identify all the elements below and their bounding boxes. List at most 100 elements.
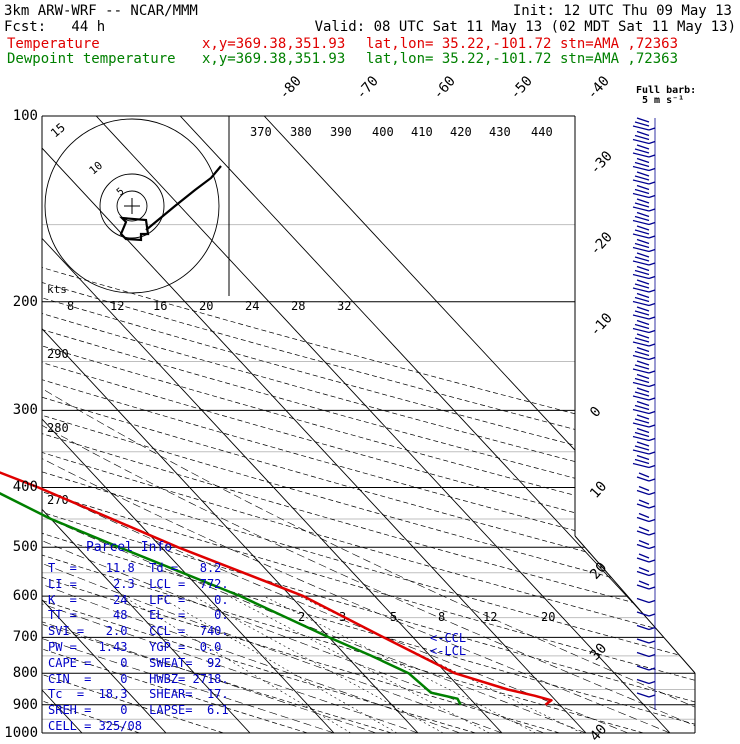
wind-barb-staff xyxy=(648,248,656,253)
wind-barb-flag xyxy=(632,381,650,388)
wind-barb-staff xyxy=(648,613,656,617)
wind-barb-staff xyxy=(648,532,656,536)
hodograph-trace xyxy=(119,165,222,242)
wind-barb-flag xyxy=(638,539,650,546)
wind-barb-flag xyxy=(636,373,650,380)
parcel-info-row: PW = 1.43 YGP = 0.0 xyxy=(48,640,222,654)
hodograph-speed-tick: 32 xyxy=(337,299,351,313)
wind-barb-flag xyxy=(636,238,650,245)
wind-barb-flag xyxy=(636,454,650,461)
wind-barb-flag xyxy=(636,346,650,353)
mixing-ratio-label: 12 xyxy=(483,610,497,624)
wind-barb-staff xyxy=(648,680,656,685)
wind-barb-flag xyxy=(636,678,650,685)
wind-barb-flag xyxy=(632,395,650,401)
wind-barb-flag xyxy=(638,580,650,586)
slant-edge xyxy=(574,535,696,674)
wind-barb-flag xyxy=(638,485,650,492)
wind-barb-flag xyxy=(636,651,650,658)
mixing-ratio-label: 2 xyxy=(298,610,305,624)
dry-adiabat-line xyxy=(42,116,695,733)
wind-barb-flag xyxy=(636,211,650,218)
wind-barb-flag xyxy=(632,462,650,469)
wind-barb-staff xyxy=(648,397,656,401)
wind-barb-staff xyxy=(648,289,656,293)
theta-e-label: 280 xyxy=(47,421,69,435)
parcel-info-row: T = 11.8 Td = 8.2 xyxy=(48,561,222,575)
isotherm-line xyxy=(42,116,335,733)
wind-barb-flag xyxy=(638,499,650,505)
wind-barb-flag xyxy=(632,233,650,239)
legend-temp-xy: x,y=369.38,351.93 xyxy=(202,36,346,52)
dry-adiabat-line xyxy=(42,116,695,733)
pressure-tick-label: 400 xyxy=(12,479,38,496)
parcel-info-row: TT = 48 EL = 0. xyxy=(48,608,229,623)
isotherm-line xyxy=(95,116,671,733)
isotherm-tick-label: 30 xyxy=(587,640,610,663)
dry-adiabat-line xyxy=(42,116,695,733)
isotherm-line xyxy=(42,116,419,733)
wind-barb-flag xyxy=(632,192,650,199)
wind-barb-flag xyxy=(632,125,650,131)
wind-barb-staff xyxy=(648,626,656,631)
isotherm-tick-label: 20 xyxy=(587,559,610,582)
theta-e-label: 430 xyxy=(489,125,511,139)
isotherm-line xyxy=(42,116,587,733)
isotherm-tick-label: 0 xyxy=(587,404,605,421)
wind-barb-flag xyxy=(636,306,650,312)
barb-legend-unit: 5 m s⁻¹ xyxy=(642,95,685,106)
wind-barb-staff xyxy=(648,586,656,590)
parcel-info-title: Parcel Info xyxy=(86,540,173,555)
wind-barb-flag xyxy=(634,202,650,208)
wind-barb-staff xyxy=(648,370,656,374)
wind-barb-flag xyxy=(634,337,650,343)
parcel-info-row: K = 24 LFC = 0. xyxy=(48,592,229,607)
wind-barb-flag xyxy=(634,377,650,384)
hodograph-speed-tick: 20 xyxy=(199,299,213,313)
wind-barb-flag xyxy=(638,526,650,532)
hodograph-speed-tick: 28 xyxy=(291,299,305,313)
barb-legend-title: Full barb: xyxy=(636,85,697,96)
hodograph-speed-tick: 16 xyxy=(153,299,167,313)
legend-dew-xy: x,y=369.38,351.93 xyxy=(202,51,346,67)
wind-barb-staff xyxy=(648,491,656,496)
init-time: Init: 12 UTC Thu 09 May 13 xyxy=(512,3,732,19)
wind-barb-flag xyxy=(634,134,650,141)
wind-barb-flag xyxy=(632,327,650,334)
theta-e-label: 390 xyxy=(330,125,352,139)
wind-barb-staff xyxy=(648,653,656,658)
legend-dew-latlon: lat,lon= 35.22,-101.72 xyxy=(366,51,552,67)
wind-barb-flag xyxy=(634,283,650,289)
hodograph-ring xyxy=(44,118,220,294)
wind-barb-flag xyxy=(632,152,650,158)
valid-time: Valid: 08 UTC Sat 11 May 13 (02 MDT Sat … xyxy=(314,19,736,35)
parcel-info-row: LI = 2.3 LCL = 772. xyxy=(48,576,229,591)
wind-barb-flag xyxy=(636,557,650,563)
wind-barb-flag xyxy=(632,219,650,226)
wind-barb-flag xyxy=(636,584,650,590)
wind-barb-flag xyxy=(636,516,650,523)
mixing-ratio-label: 20 xyxy=(541,610,555,624)
wind-barb-flag xyxy=(636,279,650,285)
wind-barb-flag xyxy=(636,319,650,326)
theta-e-label: 380 xyxy=(290,125,312,139)
theta-e-label: 400 xyxy=(372,125,394,139)
pressure-tick-label: 300 xyxy=(12,402,38,419)
wind-barb-flag xyxy=(638,512,650,519)
wind-barb-flag xyxy=(634,256,650,262)
wind-barb-staff xyxy=(648,599,656,604)
wind-barb-staff xyxy=(648,127,656,131)
wind-barb-flag xyxy=(632,246,650,253)
wind-barb-flag xyxy=(632,179,650,185)
parcel-info-row: SREH = 0 LAPSE= 6.1 xyxy=(48,703,229,718)
hodograph-ring xyxy=(99,173,165,239)
pressure-tick-label: 600 xyxy=(12,588,38,605)
wind-barb-staff xyxy=(648,451,656,455)
mixing-ratio-line xyxy=(157,595,398,733)
wind-barb-flag xyxy=(636,157,650,164)
pressure-tick-label: 100 xyxy=(12,108,38,124)
wind-barb-flag xyxy=(636,333,650,339)
wind-barb-flag xyxy=(636,400,650,407)
isotherm-tick-label: -20 xyxy=(587,229,616,259)
